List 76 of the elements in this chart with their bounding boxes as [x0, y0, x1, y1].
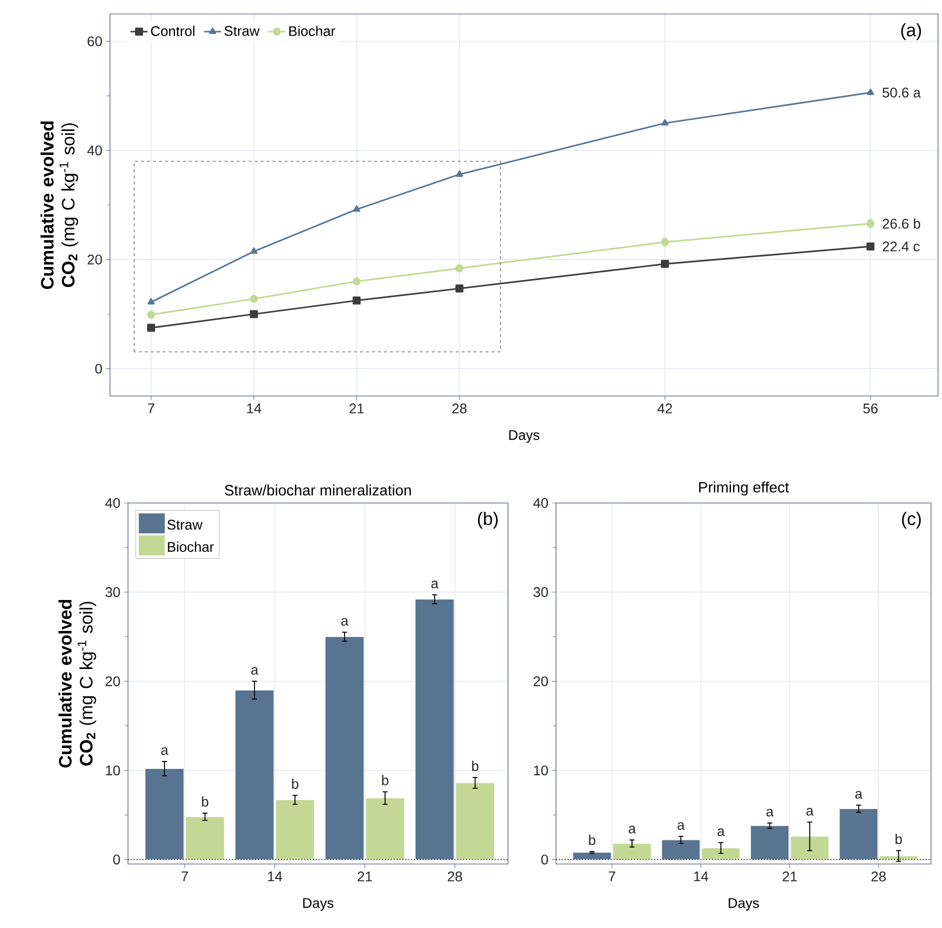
- legend-label: Control: [151, 26, 194, 36]
- data-label: b: [292, 778, 298, 789]
- data-label: 50.6 a: [882, 88, 921, 98]
- y-tick-label: 20: [106, 676, 120, 686]
- x-tick-label: 7: [182, 872, 188, 882]
- data-label: a: [806, 808, 814, 816]
- y-tick-label: 10: [106, 765, 120, 776]
- annotation: (a): [901, 23, 921, 40]
- data-label: a: [341, 618, 348, 626]
- x-tick-label: 14: [247, 404, 262, 414]
- data-label: a: [161, 747, 168, 755]
- x-tick-label: 14: [694, 872, 708, 882]
- annotation: (c): [902, 512, 921, 529]
- data-label: a: [431, 580, 439, 588]
- y-tick-label: 40: [105, 498, 120, 508]
- y-tick-label: 10: [534, 765, 548, 776]
- legend-label: Biochar: [168, 542, 214, 552]
- y-tick-label: 30: [106, 587, 120, 598]
- data-label: 22.4 c: [882, 242, 920, 252]
- point: [352, 277, 361, 286]
- x-tick-label: 14: [268, 872, 282, 882]
- point: [866, 242, 874, 250]
- point: [352, 296, 361, 304]
- y-tick-label: 20: [88, 254, 102, 265]
- y-tick-label: 30: [534, 587, 548, 598]
- x-axis-title: Days: [509, 430, 540, 443]
- y-tick-label: 0: [95, 364, 102, 374]
- data-label: a: [766, 808, 774, 816]
- data-label: b: [589, 834, 596, 846]
- data-label: b: [382, 775, 388, 786]
- point: [455, 284, 464, 292]
- y-tick-label: 60: [88, 36, 102, 46]
- data-label: b: [896, 834, 902, 844]
- point: [661, 119, 669, 126]
- x-tick-label: 28: [872, 872, 886, 882]
- data-label: a: [718, 828, 725, 836]
- point: [147, 324, 156, 332]
- legend-label: Biochar: [289, 26, 336, 36]
- data-label: a: [251, 667, 258, 675]
- data-label: b: [472, 760, 478, 772]
- y-tick-label: 0: [113, 854, 120, 864]
- x-tick-label: 21: [358, 872, 372, 882]
- annotation: (b): [478, 512, 498, 529]
- x-tick-label: 21: [782, 872, 797, 882]
- x-tick-label: 42: [658, 404, 672, 414]
- y-tick-label: 0: [541, 854, 548, 864]
- y-tick-label: 40: [533, 498, 548, 508]
- point: [250, 247, 258, 254]
- y-tick-label: 40: [87, 145, 102, 156]
- point: [660, 260, 669, 268]
- point: [250, 294, 258, 303]
- x-axis-title: Days: [303, 898, 334, 911]
- x-tick-label: 28: [448, 872, 462, 882]
- point: [148, 298, 155, 305]
- x-tick-label: 28: [452, 404, 467, 414]
- point: [866, 88, 874, 95]
- data-label: a: [678, 822, 685, 830]
- y-tick-label: 20: [534, 676, 548, 686]
- data-label: a: [855, 791, 862, 799]
- data-label: b: [202, 796, 208, 807]
- point: [455, 264, 464, 272]
- point: [250, 310, 258, 318]
- point: [147, 310, 156, 319]
- data-label: a: [628, 826, 636, 834]
- chart-title: Priming effect: [699, 482, 789, 496]
- point: [456, 170, 463, 177]
- legend-label: Straw: [224, 26, 260, 36]
- x-tick-label: 21: [350, 404, 364, 414]
- x-tick-label: 56: [863, 404, 878, 414]
- data-label: 26.6 b: [882, 218, 920, 229]
- x-axis-title: Days: [728, 898, 759, 911]
- x-tick-label: 7: [148, 404, 154, 414]
- legend-label: Straw: [167, 520, 202, 530]
- point: [353, 205, 360, 212]
- chart-title: Straw/biochar mineralization: [224, 484, 411, 496]
- x-tick-label: 7: [608, 872, 616, 882]
